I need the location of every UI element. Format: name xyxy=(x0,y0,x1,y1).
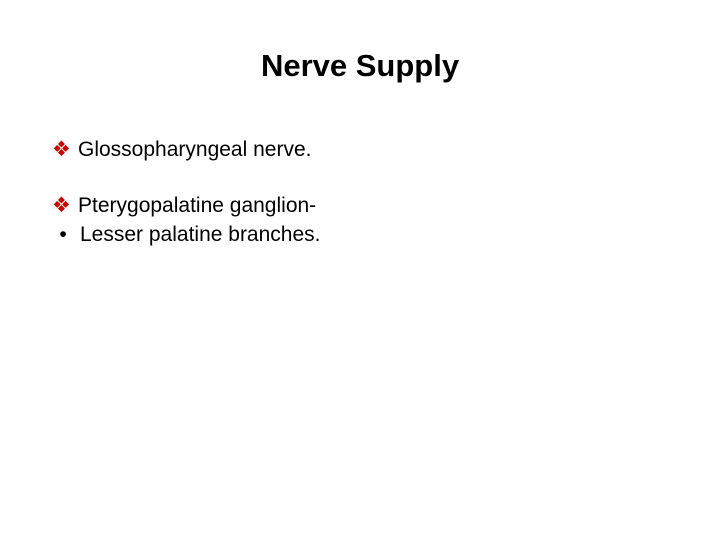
diamond-bullet-icon: ❖ xyxy=(52,192,70,220)
slide-body: ❖ Glossopharyngeal nerve. ❖ Pterygopalat… xyxy=(52,136,652,249)
list-item: • Lesser palatine branches. xyxy=(52,221,652,249)
slide-title: Nerve Supply xyxy=(0,48,720,84)
dot-bullet-icon: • xyxy=(52,221,72,249)
slide: Nerve Supply ❖ Glossopharyngeal nerve. ❖… xyxy=(0,0,720,540)
list-item: ❖ Pterygopalatine ganglion- xyxy=(52,192,652,220)
list-item-text: Pterygopalatine ganglion- xyxy=(78,192,652,220)
spacer xyxy=(52,164,652,192)
list-item: ❖ Glossopharyngeal nerve. xyxy=(52,136,652,164)
diamond-bullet-icon: ❖ xyxy=(52,136,70,164)
list-item-text: Glossopharyngeal nerve. xyxy=(78,136,652,164)
list-item-text: Lesser palatine branches. xyxy=(80,221,652,249)
